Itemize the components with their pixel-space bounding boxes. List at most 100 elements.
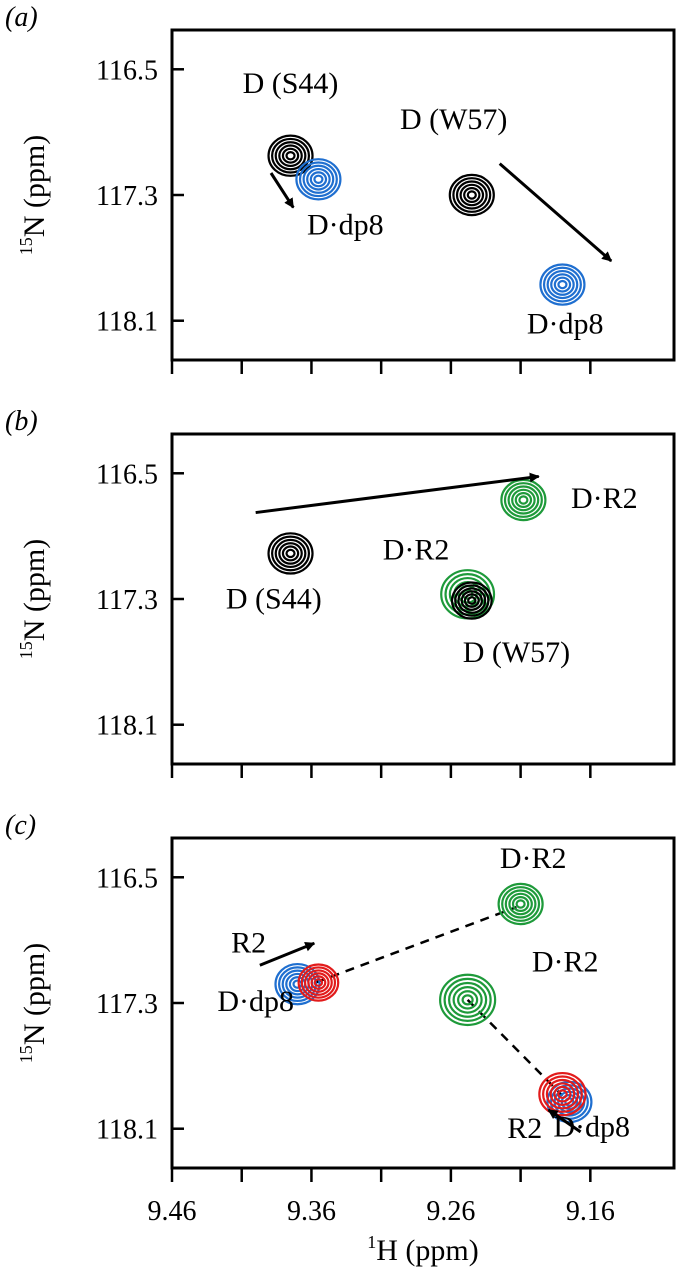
contour-ring — [461, 994, 474, 1006]
panel-label: (a) — [5, 2, 38, 33]
peak-label: D·R2 — [532, 946, 599, 979]
peak-label: D·R2 — [383, 534, 450, 567]
y-tick-label: 118.1 — [96, 1115, 158, 1146]
x-tick-label: 9.16 — [566, 1196, 615, 1227]
peak-contour — [538, 1071, 587, 1117]
contour-ring — [507, 485, 540, 515]
contour-ring — [557, 1089, 568, 1100]
contour-ring — [546, 269, 579, 300]
x-tick-label: 9.36 — [287, 1196, 336, 1227]
contour-ring — [538, 1071, 587, 1117]
contour-ring — [542, 266, 582, 303]
contour-ring — [281, 147, 300, 164]
contour-ring — [497, 882, 544, 926]
contour-ring — [295, 158, 342, 201]
contour-ring — [457, 990, 479, 1010]
panel-label: (c) — [5, 810, 36, 841]
contour-ring — [457, 587, 487, 614]
contour-ring — [300, 966, 337, 999]
peak-label: D·dp8 — [217, 985, 294, 1018]
contour-ring — [553, 276, 572, 293]
contour-ring — [274, 962, 321, 1006]
panel-a: (a) 116.5 117.3 118.1 15N (ppm) D (S44) D·dp8 D… — [5, 2, 676, 374]
contour-ring — [550, 273, 575, 296]
peak-label: D·dp8 — [527, 307, 604, 340]
contour-ring — [508, 892, 533, 916]
contour-ring — [285, 548, 296, 559]
peak-contour — [448, 173, 495, 217]
contour-ring — [504, 889, 537, 919]
contour-ring — [500, 478, 547, 522]
contour-ring — [549, 1082, 576, 1106]
panel-b: (b) 116.5 117.3 118.1 15N (ppm) D·R2 D (S44) D·… — [5, 406, 676, 778]
contour-ring — [455, 180, 488, 210]
shift-arrow — [259, 941, 316, 967]
contour-ring — [553, 1085, 572, 1103]
y-tick-label: 117.3 — [96, 989, 158, 1020]
contour-ring — [285, 151, 296, 161]
contour-ring — [313, 174, 324, 184]
x-axis-label: 1H (ppm) — [367, 1232, 478, 1267]
contour-ring — [310, 975, 327, 990]
contour-ring — [307, 972, 330, 993]
contour-ring — [467, 596, 477, 605]
contour-ring — [306, 167, 331, 191]
contour-ring — [281, 545, 300, 562]
contour-ring — [503, 482, 543, 518]
peak-label: D (S44) — [243, 67, 339, 100]
peak-contour — [267, 134, 314, 177]
y-tick-label: 117.3 — [96, 585, 158, 616]
y-tick-label: 116.5 — [96, 863, 158, 894]
contour-ring — [466, 190, 477, 200]
contour-ring — [292, 979, 303, 989]
peak-label: D·dp8 — [553, 1111, 630, 1144]
peak-contour — [539, 263, 586, 306]
contour-ring — [514, 492, 533, 509]
contour-ring — [271, 137, 311, 174]
contour-ring — [278, 542, 303, 565]
contour-ring — [515, 899, 526, 909]
contour-ring — [463, 593, 480, 608]
contour-ring — [448, 981, 488, 1018]
y-tick-label: 118.1 — [96, 307, 158, 338]
peak-label: R2 — [507, 1112, 542, 1145]
peak-contour — [439, 973, 497, 1027]
panel-c: (c) 116.5 117.3 118.1 9.46 9.36 9.26 9.16 15N (p… — [5, 810, 676, 1267]
contour-ring — [448, 173, 495, 217]
contour-ring — [271, 535, 311, 572]
contour-ring — [303, 969, 333, 996]
y-axis-label-superscript: 15 — [16, 237, 36, 255]
peak-contour — [267, 532, 314, 575]
y-tick-label: 116.5 — [96, 55, 158, 86]
peak-contour — [450, 581, 493, 620]
contour-ring — [278, 144, 303, 168]
peak-label: D (W57) — [400, 103, 507, 136]
contour-ring — [448, 576, 487, 612]
shift-arrow — [269, 172, 295, 209]
peak-contour — [297, 963, 340, 1002]
shift-arrow — [547, 1108, 582, 1134]
contour-ring — [298, 161, 338, 198]
x-axis-label-superscript: 1 — [367, 1232, 376, 1252]
contour-ring — [501, 886, 541, 922]
contour-ring — [274, 141, 307, 171]
contour-ring — [313, 978, 324, 987]
peak-label: D·dp8 — [307, 208, 384, 241]
y-tick-label: 116.5 — [96, 459, 158, 490]
contour-ring — [454, 584, 490, 617]
contour-ring — [274, 538, 307, 569]
contour-ring — [450, 581, 493, 620]
contour-ring — [511, 488, 536, 512]
contour-ring — [302, 164, 335, 194]
peak-label: R2 — [231, 927, 266, 960]
contour-ring — [267, 532, 314, 575]
peak-label: D (S44) — [226, 582, 322, 615]
contour-ring — [539, 263, 586, 306]
peak-contour — [500, 478, 547, 522]
peak-label: D·R2 — [500, 842, 567, 875]
y-tick-label: 117.3 — [96, 181, 158, 212]
contour-ring — [545, 1078, 580, 1110]
y-axis-label-text: N (ppm) — [18, 943, 51, 1045]
contour-ring — [557, 279, 568, 290]
